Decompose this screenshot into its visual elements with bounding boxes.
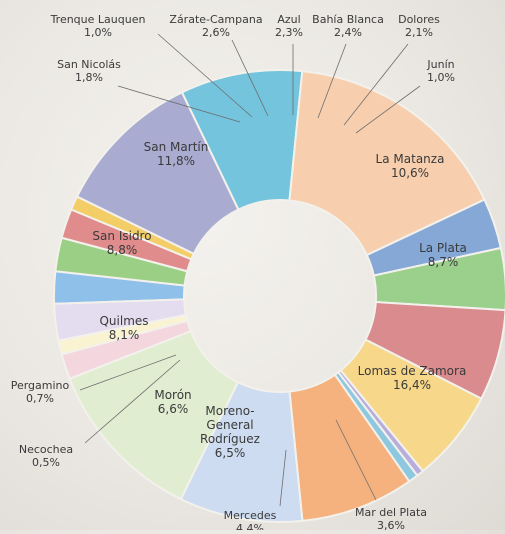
slice-san-martin	[68, 329, 240, 501]
slice-label-value: 2,6%	[202, 26, 230, 39]
slice-label-name: La Plata	[419, 241, 467, 255]
slice-label-name: Mercedes	[224, 509, 277, 522]
slice-label-value: 2,4%	[334, 26, 362, 39]
slice-label-value: 8,1%	[109, 328, 140, 342]
slice-label-name: San Martín	[144, 140, 209, 154]
slice-label-name: San Nicolás	[57, 58, 121, 71]
slice-label-name: Pergamino	[11, 379, 70, 392]
slice-label-name: Lomas de Zamora	[358, 364, 467, 378]
slice-label-value: 11,8%	[157, 154, 195, 168]
leader-lines	[79, 33, 421, 507]
slice-label-name: Mar del Plata	[355, 506, 427, 519]
slice-label-name: Dolores	[398, 13, 440, 26]
slice-label-value: 0,5%	[32, 456, 60, 469]
slices-group	[53, 69, 505, 523]
slice-label-name: Junín	[426, 58, 454, 71]
leader-line-pergamino	[79, 354, 177, 391]
leader-line-mar-del-plata	[335, 419, 377, 501]
slice-label-name: La Matanza	[376, 152, 445, 166]
slice-la-matanza	[75, 91, 240, 256]
slice-label-name: Quilmes	[99, 314, 148, 328]
slice-zarate-campana	[53, 298, 188, 342]
leader-line-mercedes	[279, 449, 287, 507]
leader-line-junin	[355, 85, 421, 134]
slice-label-value: 8,7%	[428, 255, 459, 269]
slice-lomas-de-zamora	[288, 70, 486, 257]
slice-label-value: 3,6%	[377, 519, 405, 530]
slice-label-value: 6,6%	[158, 402, 189, 416]
slice-label-name: San Isidro	[92, 229, 151, 243]
slice-label-value: 1,8%	[75, 71, 103, 84]
slice-label-name: Trenque Lauquen	[50, 13, 146, 26]
leader-line-trenque-lauquen	[157, 33, 253, 118]
slice-label-name: Necochea	[19, 443, 73, 456]
slice-label-name: Azul	[277, 13, 300, 26]
slice-label-name: Morón	[154, 388, 191, 402]
slice-label-value: 0,7%	[26, 392, 54, 405]
slice-label-name: Bahía Blanca	[312, 13, 384, 26]
leader-line-bahia-blanca	[317, 43, 347, 119]
slice-label-value: 6,5%	[215, 446, 246, 460]
slice-label-value: 2,1%	[405, 26, 433, 39]
leader-line-dolores	[343, 43, 409, 126]
slice-label-value: 16,4%	[393, 378, 431, 392]
slice-label-name: Zárate-Campana	[169, 13, 262, 26]
slice-label-value: 2,3%	[275, 26, 303, 39]
leader-line-necochea	[84, 359, 181, 444]
leader-line-zarate-campana	[231, 39, 269, 117]
slice-label-value: 4,4%	[236, 522, 264, 530]
leader-line-san-nicolas	[117, 85, 241, 123]
slice-label-value: 1,0%	[84, 26, 112, 39]
slice-label-name: Moreno-General Rodríguez	[200, 404, 260, 446]
slice-label-value: 8,8%	[107, 243, 138, 257]
slice-label-value: 10,6%	[391, 166, 429, 180]
slice-label-value: 1,0%	[427, 71, 455, 84]
